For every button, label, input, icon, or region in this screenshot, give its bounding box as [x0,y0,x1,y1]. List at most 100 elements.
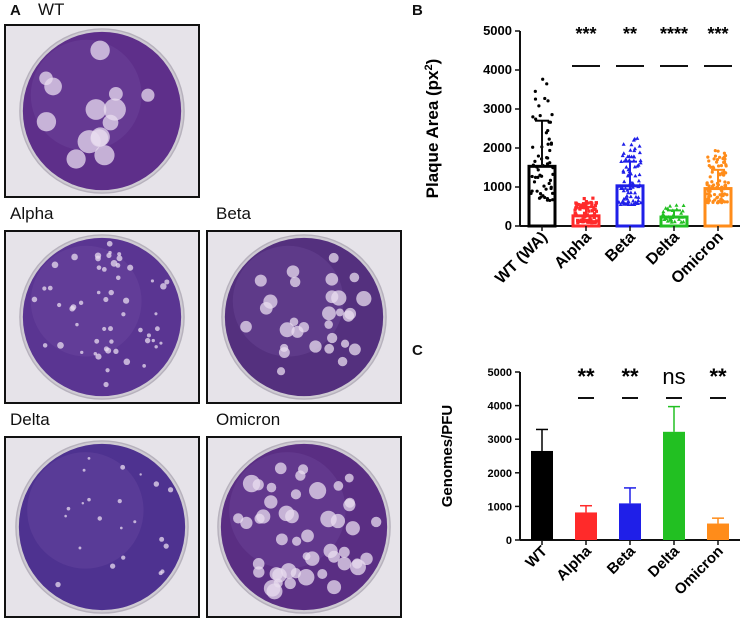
data-point [726,181,730,185]
data-point [584,204,588,208]
data-point [665,206,670,211]
data-point [635,136,640,140]
data-point [725,200,729,204]
data-point [664,216,669,220]
data-point [636,198,641,202]
data-point [576,221,580,225]
data-point [541,194,545,198]
data-point [549,185,553,189]
x-tick-label: Delta [645,542,683,580]
data-point [592,212,597,216]
data-point [680,208,685,213]
significance-label: ns [662,364,685,389]
bar-group-wt [531,428,553,540]
data-point [621,197,626,201]
y-tick-label: 1000 [488,501,512,513]
chart-plaque-area: 0 1000 2000 3000 4000 5000 Plaque Area (px2) WT… [423,23,740,288]
data-point [592,220,596,224]
significance-label: ** [577,364,595,389]
data-point [661,212,666,216]
bar [707,523,729,540]
data-point [625,196,630,201]
data-point [715,195,720,199]
x-tick-label: Alpha [551,229,595,273]
bar [663,431,685,540]
data-point [638,160,643,165]
data-point [718,173,722,177]
bar-group-omicron [703,149,733,228]
data-point [543,96,547,101]
data-point [718,155,722,159]
data-point [716,164,721,168]
data-point [533,97,538,101]
data-point [620,199,625,204]
data-point [625,200,630,205]
data-point [573,211,577,216]
data-point [530,189,534,193]
data-point [594,219,599,223]
data-point [588,217,592,221]
data-point [711,165,715,169]
data-point [627,154,632,158]
data-point [533,159,537,163]
data-point [626,190,631,195]
bar-group-alpha [575,504,597,540]
data-point [717,199,721,204]
data-point [662,214,667,219]
data-point [586,201,590,205]
plate-label-alpha: Alpha [10,204,54,223]
data-point [630,185,635,189]
bar-group-wt [527,77,557,228]
data-point [586,206,590,210]
data-point [533,175,538,179]
data-point [537,104,541,108]
data-point [545,82,549,86]
bar-group-beta [619,487,641,540]
data-point [631,181,636,186]
data-point [547,181,551,186]
data-point [712,157,716,161]
data-point [636,184,641,189]
data-point [582,196,586,201]
data-point [618,202,623,207]
data-point [575,205,579,209]
bar-group-beta [615,136,645,228]
data-point [722,160,726,164]
data-point [633,173,638,178]
x-tick-label: Omicron [671,543,727,599]
x-tick-label: WT (WA) [492,229,551,288]
data-point [633,194,638,199]
data-point [621,188,626,193]
data-point [720,193,724,197]
data-point [722,187,726,191]
data-point [587,209,591,213]
data-point [549,142,553,146]
data-point [531,163,535,167]
data-point [679,211,684,215]
bar-group-alpha [571,196,601,228]
y-tick-label: 3000 [488,434,512,446]
data-point [591,196,595,200]
data-point [710,180,714,184]
data-point [723,180,727,184]
y-tick-label: 5000 [483,23,512,38]
data-point [681,219,686,224]
plate-photo-wt [4,24,200,198]
plate-photo-alpha [4,230,200,404]
data-point [680,215,685,219]
data-point [578,206,582,210]
data-point [593,207,597,212]
plate-label-delta: Delta [10,410,50,429]
data-point [545,162,550,166]
data-point [714,160,719,164]
data-point [724,164,728,168]
data-point [592,215,596,220]
data-point [669,217,674,222]
data-point [530,174,534,179]
data-point [581,217,585,221]
data-point [715,158,720,162]
y-tick-label: 1000 [483,179,512,194]
y-axis-label: Plaque Area (px2) [423,59,442,199]
panel-label-a: A [10,2,21,19]
x-tick-label: Beta [602,229,639,266]
